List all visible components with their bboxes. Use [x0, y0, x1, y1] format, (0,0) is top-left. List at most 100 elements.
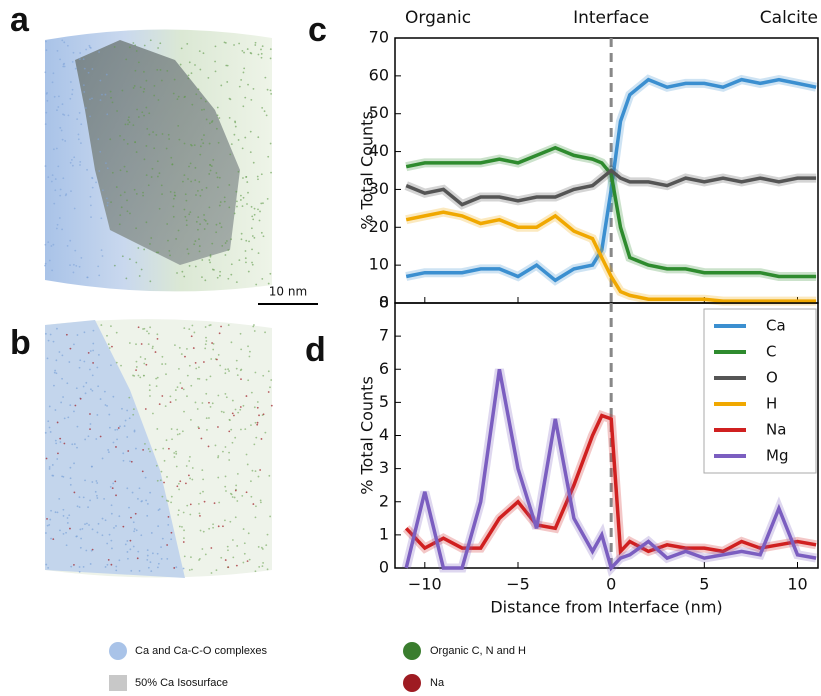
- legend-swatch: [403, 642, 421, 660]
- atom: [161, 193, 163, 195]
- atom: [110, 563, 113, 566]
- atom: [44, 71, 47, 74]
- atom: [130, 460, 133, 463]
- atom: [216, 106, 219, 109]
- atom: [258, 566, 261, 568]
- atom: [199, 194, 202, 197]
- atom: [183, 537, 185, 540]
- atom: [143, 362, 146, 365]
- atom: [45, 532, 47, 534]
- atom: [220, 556, 223, 559]
- atom: [76, 505, 79, 508]
- atom: [260, 56, 263, 59]
- atom: [167, 133, 170, 136]
- atom: [175, 450, 177, 453]
- atom: [251, 469, 254, 472]
- atom: [252, 87, 255, 90]
- atom: [194, 179, 197, 182]
- atom: [165, 147, 168, 150]
- atom: [191, 324, 194, 327]
- atom: [83, 67, 86, 70]
- atom: [99, 99, 102, 102]
- atom: [247, 379, 250, 382]
- atom: [260, 546, 263, 549]
- legend-label: Organic C, N and H: [430, 645, 526, 657]
- atom: [268, 474, 271, 477]
- atom: [257, 53, 260, 56]
- atom: [270, 404, 273, 407]
- atom: [253, 406, 256, 409]
- atom: [148, 133, 151, 136]
- atom: [44, 243, 47, 246]
- atom: [46, 91, 48, 94]
- atom: [132, 87, 135, 89]
- region-label: Interface: [573, 8, 649, 28]
- atom: [239, 406, 242, 408]
- atom: [54, 439, 57, 442]
- y-tick-label: 2: [379, 491, 389, 510]
- atom: [252, 218, 255, 221]
- atom: [132, 124, 135, 126]
- atom: [173, 191, 176, 194]
- atom: [156, 338, 159, 340]
- atom: [167, 447, 170, 450]
- atom: [132, 521, 135, 524]
- atom: [157, 99, 160, 101]
- atom: [128, 506, 130, 509]
- atom: [44, 332, 47, 335]
- atom: [188, 165, 190, 168]
- atom: [57, 452, 59, 455]
- atom: [203, 214, 205, 216]
- atom: [205, 186, 208, 189]
- atom: [172, 197, 175, 200]
- atom: [145, 106, 148, 109]
- atom: [97, 138, 100, 141]
- atom: [97, 265, 100, 268]
- atom: [145, 79, 148, 82]
- atom: [141, 470, 144, 473]
- atom: [251, 235, 254, 237]
- atom: [249, 130, 252, 133]
- atom: [185, 482, 187, 485]
- atom: [205, 340, 208, 342]
- atom: [165, 373, 167, 376]
- atom: [146, 558, 149, 561]
- atom: [110, 539, 113, 542]
- atom: [198, 245, 201, 247]
- atom: [202, 478, 205, 481]
- atom: [189, 477, 191, 480]
- atom: [254, 421, 257, 424]
- atom: [217, 394, 220, 397]
- atom: [161, 537, 164, 540]
- atom: [72, 271, 75, 274]
- atom: [61, 354, 64, 357]
- atom: [222, 411, 225, 414]
- atom: [229, 520, 232, 523]
- atom: [126, 436, 129, 438]
- series-line: [404, 368, 817, 572]
- atom: [54, 511, 57, 514]
- atom: [187, 77, 190, 80]
- atom: [142, 191, 144, 194]
- atom: [79, 546, 82, 549]
- atom: [129, 460, 131, 463]
- atom: [195, 367, 198, 370]
- atom: [157, 509, 160, 512]
- y-tick-label: 20: [369, 217, 389, 236]
- atom: [61, 138, 64, 141]
- atom: [250, 205, 253, 208]
- atom: [45, 563, 48, 566]
- atom: [162, 447, 165, 450]
- atom: [224, 392, 227, 395]
- atom: [177, 514, 180, 516]
- atom: [260, 501, 262, 504]
- atom: [69, 264, 71, 267]
- atom: [146, 502, 149, 505]
- atom: [205, 378, 208, 381]
- atom: [121, 255, 124, 258]
- atom: [254, 516, 257, 519]
- atom: [176, 98, 179, 101]
- atom: [77, 138, 80, 141]
- atom: [154, 448, 157, 451]
- atom: [44, 431, 47, 434]
